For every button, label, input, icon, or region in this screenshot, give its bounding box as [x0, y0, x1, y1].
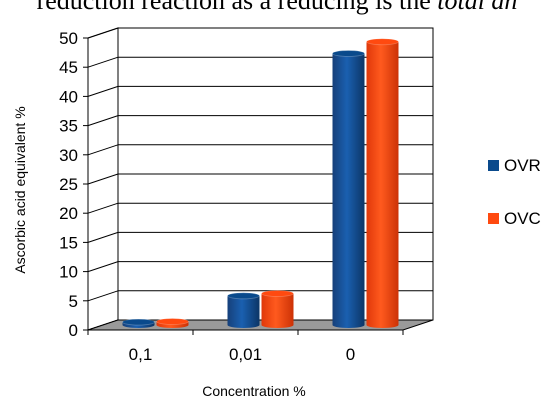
y-axis-ticks: 0 5 10 15 20 25 30 35 40 45 50 [59, 29, 88, 340]
x-axis-label: Concentration % [202, 383, 306, 399]
y-tick-label: 35 [59, 117, 78, 136]
y-tick-label: 15 [59, 233, 78, 252]
gridline-side [87, 261, 119, 273]
legend: OVR OVC [488, 156, 541, 228]
y-tick-label: 50 [59, 29, 78, 48]
gridline-side [87, 115, 119, 127]
y-tick-label: 40 [59, 87, 78, 106]
gridline-side [87, 144, 119, 156]
bar-ovr-1 [227, 292, 260, 328]
y-tick-label: 45 [59, 58, 78, 77]
y-tick-label: 10 [59, 263, 78, 282]
x-tick-label: 0 [346, 345, 355, 364]
x-axis-ticks: 0,1 0,01 0 [87, 330, 404, 364]
caption-text: reduction reaction as a reducing is the [36, 0, 431, 15]
caption-italic-text: total an [437, 0, 518, 15]
bar-ovr-0 [122, 318, 155, 328]
gridline-side [87, 231, 119, 243]
bars [122, 38, 399, 328]
gridline-side [87, 173, 119, 185]
x-tick-label: 0,01 [229, 345, 262, 364]
bar-ovr-2 [332, 50, 365, 328]
y-tick-label: 30 [59, 146, 78, 165]
y-tick-label: 5 [69, 292, 78, 311]
y-tick-label: 0 [69, 321, 78, 340]
gridline-side [87, 56, 119, 68]
bar-ovc-1 [261, 290, 294, 328]
gridline-side [87, 85, 119, 97]
legend-item-ovc: OVC [488, 209, 541, 228]
gridline-side [87, 27, 119, 39]
y-tick-label: 20 [59, 204, 78, 223]
gridline-side [87, 202, 119, 214]
legend-swatch [488, 160, 499, 171]
legend-label: OVR [504, 156, 541, 175]
clipped-caption: reduction reaction as a reducing is the … [0, 0, 554, 16]
x-tick-label: 0,1 [129, 345, 153, 364]
bar-ovc-0 [156, 318, 189, 328]
y-axis-label: Ascorbic acid equivalent % [12, 106, 28, 273]
y-tick-label: 25 [59, 175, 78, 194]
legend-swatch [488, 213, 499, 224]
legend-label: OVC [504, 209, 541, 228]
gridline-side [87, 290, 119, 302]
legend-item-ovr: OVR [488, 156, 541, 175]
bar-ovc-2 [366, 38, 399, 328]
